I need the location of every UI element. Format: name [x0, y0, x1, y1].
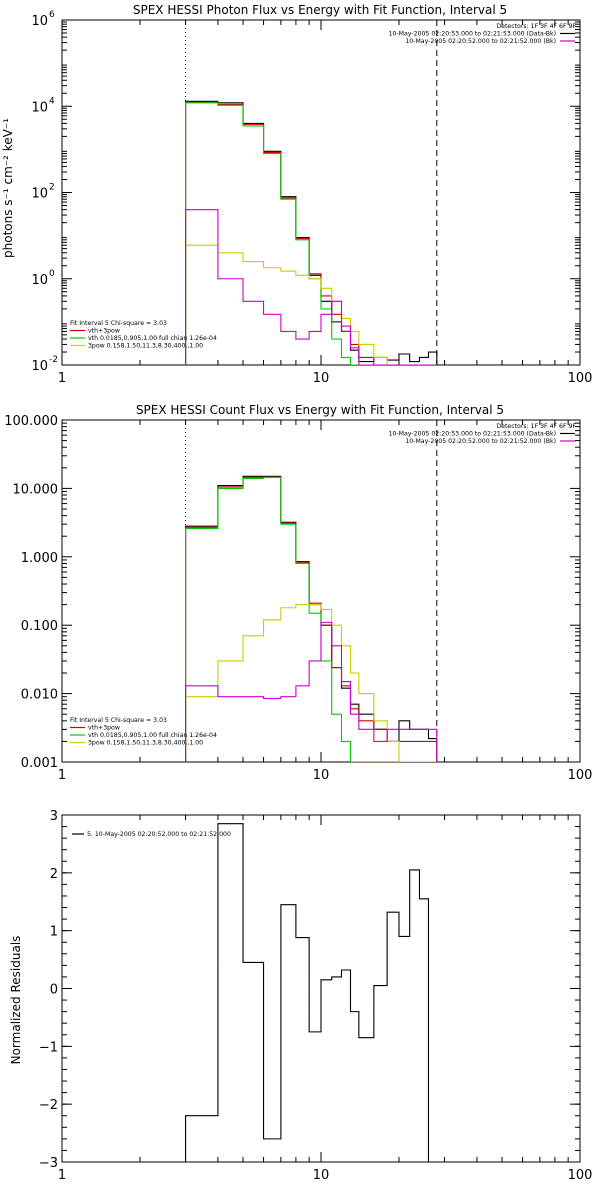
legend-bottom-entry: Fit Interval 5 Chi-square = 3.03: [70, 717, 167, 724]
y-tick-label: 0.100: [21, 619, 58, 634]
legend-top-entry: 10-May-2005 02:20:53.000 to 02:21:53.000…: [389, 31, 556, 38]
x-tick-label: 100: [568, 371, 593, 386]
y-tick-label: 10: [31, 100, 48, 115]
y-tick-exponent: -2: [49, 355, 58, 365]
y-tick-label: 10: [31, 14, 48, 29]
y-tick-label: 1.000: [21, 551, 58, 566]
x-tick-label: 100: [568, 768, 593, 783]
legend-bottom-entry: 3pow 0.158,1.50,11.3,8.30,400.,1.00: [88, 740, 203, 747]
residuals-plot: Normalized Residuals 1 10 100 −3 −2 −1 0 1 2 3 5. …: [9, 809, 592, 1183]
series-2-line: [185, 476, 437, 762]
photon-flux-title: SPEX HESSI Photon Flux vs Energy with Fi…: [133, 3, 507, 17]
legend-bottom-entry: Fit Interval 5 Chi-square = 3.03: [70, 320, 167, 327]
series-1-line: [185, 476, 438, 762]
series-0-line: [185, 823, 437, 1162]
y-tick-label: −1: [39, 1040, 58, 1055]
y-tick-label: 10.000: [13, 482, 59, 497]
count-flux-title: SPEX HESSI Count Flux vs Energy with Fit…: [136, 403, 504, 417]
y-tick-exponent: 0: [49, 269, 55, 279]
series-1-line: [185, 101, 437, 365]
x-tick-label: 1: [58, 371, 66, 386]
y-tick-label: 10: [31, 359, 48, 374]
x-tick-label: 10: [313, 1168, 330, 1183]
y-tick-label: 10: [31, 187, 48, 202]
legend-bottom-entry: 3pow 0.158,1.50,11.3,8.30,400.,1.00: [88, 343, 203, 350]
legend-bottom-entry: vth 0.0185,0.905,1.00 full chian 1.26e-0…: [88, 732, 217, 739]
x-tick-label: 10: [313, 768, 330, 783]
y-tick-label: 0.001: [21, 756, 58, 771]
x-tick-label: 1: [58, 1168, 66, 1183]
legend-bottom-entry: vth 0.0185,0.905,1.00 full chian 1.26e-0…: [88, 335, 217, 342]
legend-top-entry: Detectors: 1F 3F 4F 6F 9F: [496, 423, 576, 430]
series-4-line: [185, 209, 437, 365]
y-tick-label: 1: [50, 925, 58, 940]
y-tick-label: 100.000: [4, 414, 58, 429]
y-tick-label: −3: [39, 1156, 58, 1171]
y-tick-label: 0.010: [21, 688, 58, 703]
x-tick-label: 100: [568, 1168, 593, 1183]
series-3-line: [185, 244, 437, 365]
residuals-ylabel: Normalized Residuals: [9, 936, 23, 1065]
plot-frame: [61, 19, 581, 366]
legend-bottom-entry: vth+3pow: [88, 725, 120, 732]
legend-bottom-entry: vth+3pow: [88, 328, 120, 335]
y-tick-label: 3: [50, 809, 58, 824]
series-2-line: [185, 102, 437, 365]
y-tick-label: 10: [31, 273, 48, 288]
y-tick-exponent: 2: [49, 183, 55, 193]
legend-top-entry: 10-May-2005 02:20:53.000 to 02:21:53.000…: [389, 431, 556, 438]
x-tick-label: 1: [58, 768, 66, 783]
y-tick-label: 0: [50, 983, 58, 998]
y-tick-label: 2: [50, 867, 58, 882]
y-tick-label: −2: [39, 1098, 58, 1113]
residual-legend-entry: 5. 10-May-2005 02:20:52.000 to 02:21:52.…: [87, 831, 231, 838]
count-flux-plot: SPEX HESSI Count Flux vs Energy with Fit…: [4, 403, 592, 783]
legend-top-entry: 10-May-2005 02:20:52.000 to 02:21:52.000…: [405, 438, 556, 445]
series-0-line: [185, 100, 438, 365]
series-0-line: [185, 475, 438, 762]
y-tick-exponent: 6: [49, 10, 55, 20]
y-tick-exponent: 4: [49, 96, 55, 106]
series-4-line: [185, 621, 438, 762]
x-tick-label: 10: [313, 371, 330, 386]
legend-top-entry: 10-May-2005 02:20:52.000 to 02:21:52.000…: [405, 38, 556, 45]
plot-frame: [61, 419, 581, 763]
photon-flux-ylabel: photons s⁻¹ cm⁻² keV⁻¹: [1, 118, 15, 258]
photon-flux-plot: SPEX HESSI Photon Flux vs Energy with Fi…: [1, 3, 592, 386]
legend-top-entry: Detectors: 1F 3F 4F 6F 9F: [496, 23, 576, 30]
